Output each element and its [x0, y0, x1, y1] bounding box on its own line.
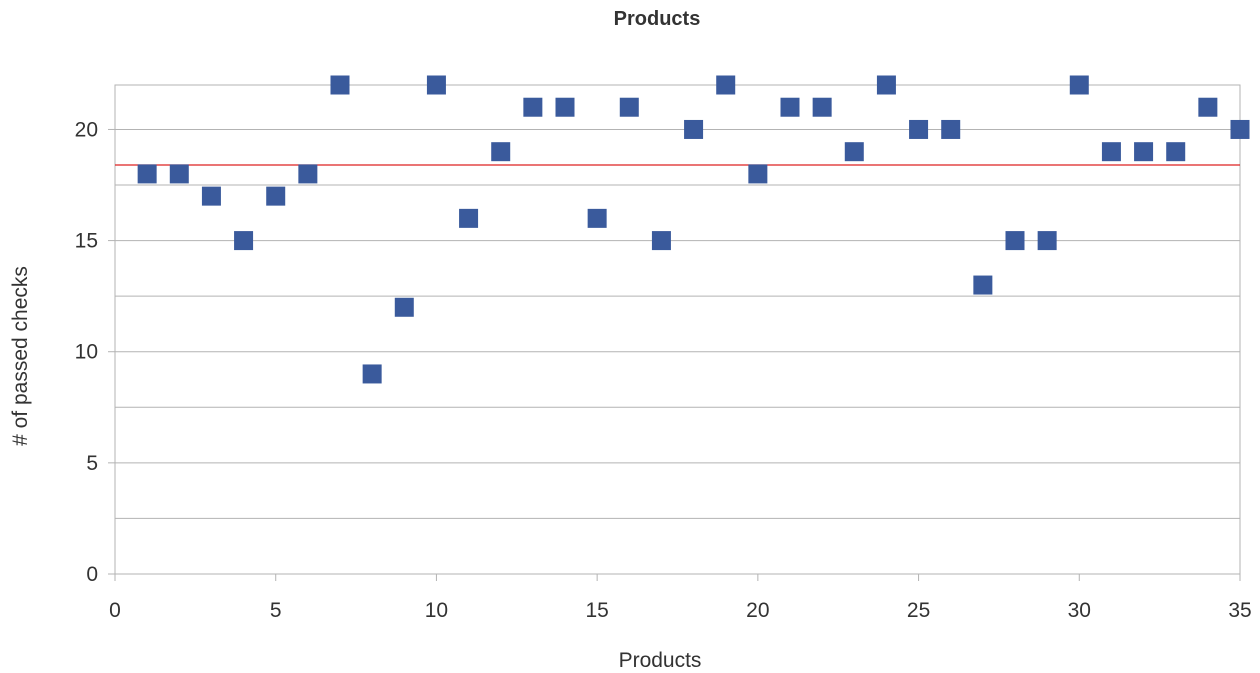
data-point — [812, 97, 832, 117]
data-point — [523, 97, 543, 117]
data-point — [266, 186, 286, 206]
x-tick-label: 10 — [425, 599, 448, 622]
y-tick-label: 20 — [75, 118, 98, 141]
data-point — [394, 297, 414, 317]
data-point — [684, 119, 704, 139]
data-point — [459, 208, 479, 228]
x-tick-label: 25 — [907, 599, 930, 622]
plot-area-frame — [114, 84, 1241, 575]
data-point — [426, 75, 446, 95]
data-point — [748, 164, 768, 184]
y-tick-label: 15 — [75, 230, 98, 253]
x-tick-label: 20 — [746, 599, 769, 622]
data-point — [1198, 97, 1218, 117]
data-point — [491, 142, 511, 162]
data-point — [909, 119, 929, 139]
data-point — [1134, 142, 1154, 162]
data-point — [298, 164, 318, 184]
x-tick-labels: 0 5 10 15 20 25 30 35 — [109, 574, 1252, 622]
x-tick-label: 35 — [1228, 599, 1251, 622]
data-point — [651, 231, 671, 251]
x-tick-label: 30 — [1068, 599, 1091, 622]
data-point — [555, 97, 575, 117]
data-point — [876, 75, 896, 95]
data-point — [234, 231, 254, 251]
data-point — [941, 119, 961, 139]
x-tick-label: 5 — [270, 599, 282, 622]
chart-title: Products — [614, 8, 701, 30]
data-point — [780, 97, 800, 117]
x-tick-label: 0 — [109, 599, 121, 622]
data-point — [137, 164, 157, 184]
data-point — [1101, 142, 1121, 162]
data-point — [587, 208, 607, 228]
data-points — [137, 75, 1250, 384]
x-tick-label: 15 — [585, 599, 608, 622]
data-point — [619, 97, 639, 117]
y-tick-label: 5 — [86, 452, 98, 475]
data-point — [1230, 119, 1250, 139]
y-tick-labels: 0 5 10 15 20 — [75, 118, 115, 586]
data-point — [169, 164, 189, 184]
y-axis-label: # of passed checks — [9, 266, 32, 446]
axes — [114, 85, 1240, 575]
data-point — [973, 275, 993, 295]
gridlines — [115, 128, 1240, 519]
data-point — [716, 75, 736, 95]
y-tick-label: 0 — [86, 563, 98, 586]
data-point — [844, 142, 864, 162]
data-point — [362, 364, 382, 384]
data-point — [330, 75, 350, 95]
data-point — [1166, 142, 1186, 162]
data-point — [1069, 75, 1089, 95]
data-point — [1005, 231, 1025, 251]
data-point — [201, 186, 221, 206]
x-axis-label: Products — [619, 649, 702, 672]
y-tick-label: 10 — [75, 341, 98, 364]
data-point — [1037, 231, 1057, 251]
